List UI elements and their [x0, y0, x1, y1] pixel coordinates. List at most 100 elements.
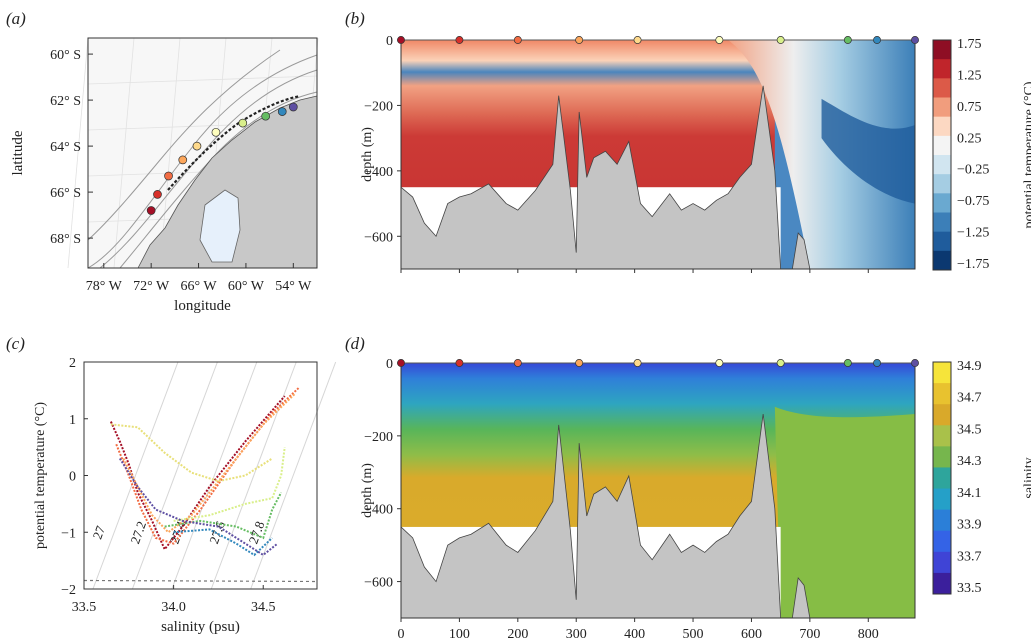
panel-label-b: (b)	[345, 9, 365, 28]
colorbar-tick-label: 33.5	[957, 581, 982, 596]
x-tick-label: 500	[683, 627, 704, 641]
y-tick-label: 62° S	[50, 94, 81, 109]
panel-label-a: (a)	[6, 9, 26, 28]
freezing-point-line	[83, 579, 318, 583]
colorbar-tick-label: 1.25	[957, 68, 982, 83]
y-tick-label: 0	[69, 470, 76, 485]
ice-shelf	[199, 189, 241, 263]
y-tick-label: −200	[364, 99, 393, 114]
station-marker	[575, 359, 584, 367]
station-marker	[873, 359, 881, 367]
station-marker	[238, 118, 248, 128]
station-marker	[843, 359, 852, 367]
ts-profile	[119, 457, 279, 557]
x-tick-label: 800	[858, 627, 879, 641]
colorbar-tick-label: 0.75	[957, 100, 982, 115]
colorbar-tick-label: 34.1	[957, 486, 982, 501]
colorbar-label: potential temperature (°C)	[1022, 81, 1031, 228]
station-marker	[261, 111, 271, 121]
isopycnal-line	[92, 361, 179, 590]
ts-profile	[173, 446, 286, 522]
x-tick-label: 400	[624, 627, 645, 641]
map-frame	[87, 37, 318, 269]
isopycnal-label: 27.2	[127, 519, 149, 546]
station-marker	[146, 206, 156, 215]
x-tick-label: 33.5	[72, 600, 97, 615]
x-axis-label: longitude	[174, 298, 231, 314]
colorbar-segment	[933, 78, 951, 98]
colorbar-segment	[933, 467, 951, 490]
station-marker	[455, 359, 464, 367]
y-tick-label: −2	[61, 583, 76, 598]
station-marker	[397, 36, 405, 44]
cold-water-core	[821, 98, 915, 204]
colorbar-tick-label: −0.75	[957, 194, 989, 209]
colorbar-segment	[933, 551, 951, 574]
x-tick-label: 0	[398, 627, 405, 641]
colorbar-segment	[933, 488, 951, 511]
x-tick-label: 34.5	[251, 600, 276, 615]
station-marker	[633, 36, 642, 44]
colorbar-tick-label: 1.75	[957, 37, 982, 52]
ts-profile	[109, 395, 286, 552]
station-marker	[575, 36, 584, 44]
colorbar-tick-label: 34.3	[957, 454, 982, 469]
bathymetry-contour	[87, 49, 281, 241]
colorbar-segment	[933, 425, 951, 447]
ts-profile	[173, 528, 273, 557]
colorbar-segment	[933, 40, 951, 60]
colorbar-frame	[932, 39, 952, 271]
y-tick-label: 66° S	[50, 186, 81, 201]
y-axis-label: latitude	[10, 130, 26, 175]
y-tick-label: 64° S	[50, 140, 81, 155]
isopycnal-line	[171, 361, 258, 590]
panel-d-salinity-section: 0 −200 −400 −600 0 100 200 300 400 500 600 700 800 de…	[360, 357, 1031, 641]
colorbar-tick-label: 34.5	[957, 422, 982, 437]
colorbar-segment	[933, 446, 951, 468]
colorbar-tick-label: 0.25	[957, 131, 982, 146]
station-marker	[911, 359, 919, 367]
colorbar-segment	[933, 250, 951, 271]
colorbar-tick-label: −1.25	[957, 226, 989, 241]
colorbar-tick-label: 33.7	[957, 549, 982, 564]
station-marker	[911, 36, 919, 44]
station-marker	[153, 190, 162, 199]
bathymetry-contour	[87, 54, 318, 269]
colorbar-segment	[933, 116, 951, 137]
colorbar-tick-label: 34.7	[957, 391, 982, 406]
x-tick-label: 200	[507, 627, 528, 641]
y-tick-label: −400	[364, 165, 393, 180]
y-tick-label: −200	[364, 430, 393, 445]
colorbar-segment	[933, 135, 951, 156]
isopycnal-label: 27.6	[206, 519, 228, 546]
isopycnal-label: 27	[89, 523, 108, 541]
colorbar-segment	[933, 59, 951, 79]
colorbar-segment	[933, 212, 951, 233]
y-axis-label: depth (m)	[360, 463, 375, 518]
station-marker	[776, 36, 785, 44]
isopycnal-line	[250, 361, 337, 590]
colorbar-label: salinity	[1022, 457, 1031, 498]
colorbar-frame	[932, 361, 952, 595]
station-marker	[843, 36, 852, 44]
y-tick-label: −1	[61, 526, 76, 541]
y-tick-label: 2	[69, 356, 76, 371]
y-tick-label: −600	[364, 576, 393, 591]
colorbar-tick-label: 34.9	[957, 359, 982, 374]
coastline-islands	[167, 94, 301, 191]
x-tick-label: 300	[566, 627, 587, 641]
bathymetry-contour	[99, 69, 318, 269]
panel-b-temperature-section: 0 −200 −400 −600 depth (m) 1.75 1.25 0.75 0.25 −0…	[360, 34, 1031, 273]
colorbar-segment	[933, 193, 951, 213]
ts-profile	[110, 423, 273, 483]
station-marker	[513, 359, 522, 367]
colorbar-tick-label: 33.9	[957, 518, 982, 533]
x-tick-label: 66° W	[181, 279, 218, 294]
station-marker	[633, 359, 642, 367]
colorbar-tick-label: −0.25	[957, 163, 989, 178]
x-tick-label: 72° W	[133, 279, 170, 294]
bathymetry-seafloor	[401, 413, 782, 618]
temperature-front	[728, 40, 915, 269]
station-marker	[277, 107, 287, 116]
y-tick-label: 60° S	[50, 48, 81, 63]
